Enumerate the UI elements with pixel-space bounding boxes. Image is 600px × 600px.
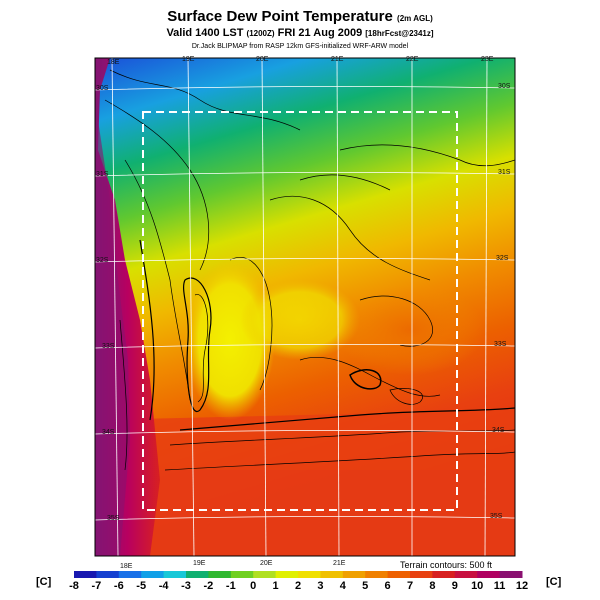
valid-label: Valid 1400 LST: [166, 27, 244, 39]
colorbar-swatch: [118, 571, 142, 578]
colorbar-tick-label: -5: [136, 580, 147, 592]
colorbar-swatch: [141, 571, 165, 578]
colorbar-tick-label: 12: [515, 580, 529, 592]
left-lat-label: 35S: [107, 515, 120, 522]
lat-lon-grid: [95, 58, 515, 556]
inner-domain-box: [142, 111, 458, 511]
colorbar-tick-label: 11: [493, 580, 506, 592]
colorbar-swatch: [74, 571, 97, 578]
top-lon-label: 23E: [481, 56, 494, 63]
colorbar-tick-label: 8: [429, 580, 436, 592]
map-title: Surface Dew Point Temperature (2m AGL): [0, 8, 600, 25]
right-lat-label: 31S: [498, 169, 511, 176]
top-lon-label: 20E: [256, 56, 269, 63]
colorbar-swatch: [410, 571, 433, 578]
colorbar-tick-label: 4: [339, 580, 346, 592]
bottom-lon-label: 20E: [260, 560, 273, 567]
top-lon-label: 21E: [331, 56, 344, 63]
valid-zulu: (1200Z): [246, 29, 275, 38]
colorbar-swatch: [96, 571, 120, 578]
colorbar-tick-label: 1: [272, 580, 279, 592]
colorbar-swatch: [499, 571, 523, 578]
model-credit: Dr.Jack BLIPMAP from RASP 12km GFS-initi…: [191, 43, 409, 50]
colorbar-tick-label: 3: [317, 580, 324, 592]
bottom-lon-label: 19E: [193, 560, 206, 567]
colorbar-swatch: [477, 571, 501, 578]
valid-time-line: Valid 1400 LST (1200Z) FRI 21 Aug 2009 […: [0, 27, 600, 39]
right-lat-label: 33S: [494, 341, 507, 348]
colorbar-tick-label: 5: [362, 580, 369, 592]
colorbar-swatch: [454, 571, 478, 578]
colorbar-unit-right: [C]: [546, 576, 562, 588]
colorbar-tick-label: -8: [69, 580, 79, 592]
map-frame: [94, 57, 516, 557]
right-lat-label: 30S: [498, 83, 511, 90]
colorbar-tick-label: -2: [203, 580, 214, 592]
colorbar-tick-label: 2: [294, 580, 302, 592]
colorbar-tick-label: 7: [406, 580, 414, 592]
right-lat-label: 35S: [490, 513, 503, 520]
colorbar-swatch: [208, 571, 232, 578]
terrain-contour-note: Terrain contours: 500 ft: [398, 560, 495, 570]
top-lon-label: 18E: [107, 59, 120, 66]
colorbar-tick-label: -4: [158, 580, 169, 592]
left-lat-label: 30S: [96, 85, 109, 92]
colorbar-swatch: [298, 571, 321, 578]
colorbar-tick-label: 10: [471, 580, 484, 592]
colorbar-tick-label: 6: [384, 580, 391, 592]
colorbar-swatch: [342, 571, 366, 578]
right-lat-label: 34S: [492, 427, 505, 434]
colorbar-swatch: [163, 571, 187, 578]
colorbar-tick-label: 9: [451, 580, 458, 592]
colorbar-tick-label: -1: [225, 580, 236, 592]
colorbar-tick-label: -3: [181, 580, 191, 592]
bottom-lon-label: 21E: [333, 560, 346, 567]
top-lon-label: 22E: [406, 56, 419, 63]
colorbar-swatch: [230, 571, 254, 578]
left-lat-label: 31S: [96, 171, 109, 178]
colorbar-tick-label: 0: [250, 580, 257, 592]
title-main: Surface Dew Point Temperature: [167, 8, 393, 25]
colorbar-swatch: [432, 571, 456, 578]
colorbar-swatch: [387, 571, 411, 578]
left-lat-label: 32S: [96, 257, 109, 264]
colorbar-swatch: [253, 571, 277, 578]
valid-date: FRI 21 Aug 2009: [277, 27, 363, 39]
top-lon-label: 19E: [182, 56, 195, 63]
terrain-contours: [104, 69, 515, 471]
valid-note: [18hrFcst@2341z]: [365, 29, 434, 38]
colorbar-swatch: [186, 571, 209, 578]
colorbar-tick-label: -7: [91, 580, 102, 592]
colorbar-tick-label: -6: [113, 580, 124, 592]
bottom-lon-label: 18E: [120, 563, 133, 570]
title-main-note: (2m AGL): [397, 14, 433, 23]
colorbar-unit-left: [C]: [36, 576, 52, 588]
left-lat-label: 34S: [102, 429, 115, 436]
colorbar: [74, 571, 523, 578]
right-lat-label: 32S: [496, 255, 509, 262]
colorbar-swatch: [275, 571, 299, 578]
colorbar-swatch: [320, 571, 344, 578]
left-lat-label: 33S: [102, 343, 115, 350]
colorbar-swatch: [365, 571, 389, 578]
orange-patch: [335, 285, 485, 375]
